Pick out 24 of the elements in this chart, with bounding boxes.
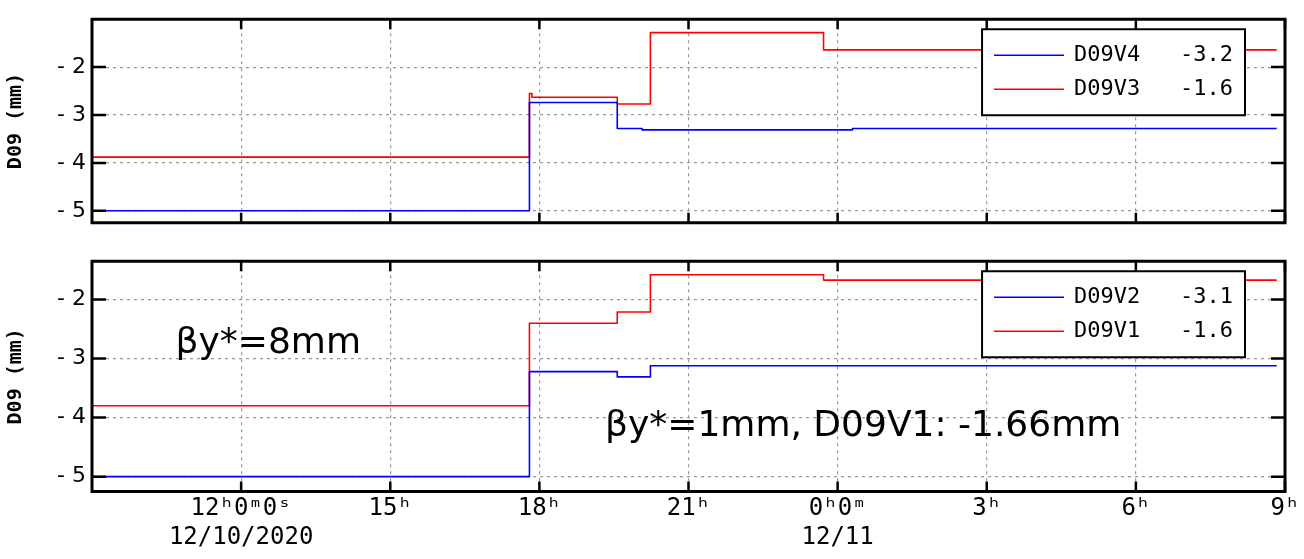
legend-label: D09V4 -3.2 xyxy=(1074,40,1234,66)
annotation: βy*=1mm, D09V1: -1.66mm xyxy=(604,403,1122,445)
legend-label: D09V2 -3.1 xyxy=(1074,282,1234,308)
legend-label: D09V3 -1.6 xyxy=(1074,74,1234,100)
y-tick-label: - 4 xyxy=(57,148,86,174)
y-tick-label: - 3 xyxy=(57,100,86,126)
x-tick-label: 3ʰ xyxy=(972,493,1002,522)
y-tick-label: - 5 xyxy=(57,462,86,488)
legend-label: D09V1 -1.6 xyxy=(1074,316,1234,342)
x-tick-label: 18ʰ xyxy=(517,493,562,522)
x-tick-label: 9ʰ xyxy=(1270,493,1300,522)
annotation: βy*=8mm xyxy=(175,320,361,362)
x-tick-label: 15ʰ xyxy=(368,493,412,522)
x-tick-label: 21ʰ xyxy=(666,493,711,522)
y-tick-label: - 3 xyxy=(57,344,86,370)
y-axis-title: D09 (mm) xyxy=(2,72,27,170)
y-tick-label: - 4 xyxy=(57,403,86,429)
x-tick-label: 6ʰ xyxy=(1121,493,1151,522)
y-axis-title: D09 (mm) xyxy=(2,328,27,425)
y-tick-label: - 5 xyxy=(57,196,86,222)
x-tick-label: 12ʰ0ᵐ0ˢ 12/10/2020 xyxy=(168,493,314,550)
y-tick-label: - 2 xyxy=(57,52,86,78)
y-tick-label: - 2 xyxy=(57,285,86,311)
x-tick-label: 0ʰ0ᵐ 12/11 xyxy=(801,493,874,550)
